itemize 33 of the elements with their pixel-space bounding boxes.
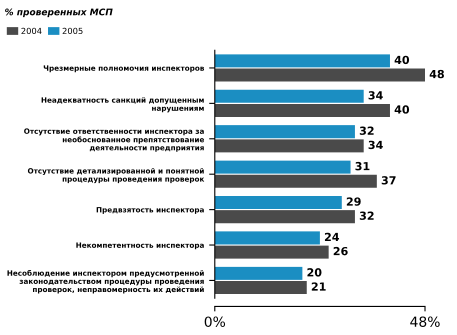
data-label: 40 xyxy=(394,105,410,114)
data-label: 32 xyxy=(360,126,374,135)
bar xyxy=(214,125,355,138)
bar xyxy=(214,54,390,68)
legend-label: 2004 xyxy=(21,28,42,34)
data-label: 37 xyxy=(382,176,396,185)
bar xyxy=(214,231,320,244)
x-tick-label: 0% xyxy=(204,316,226,327)
data-label: 26 xyxy=(334,246,348,256)
data-label: 29 xyxy=(346,197,361,206)
bar xyxy=(214,139,364,152)
x-tick-label: 48% xyxy=(410,316,440,327)
bar xyxy=(214,281,307,294)
bar xyxy=(214,266,302,280)
bar xyxy=(214,68,426,82)
data-label: 48 xyxy=(430,70,444,78)
data-label: 24 xyxy=(324,232,340,242)
text: % проверенных МСП xyxy=(5,8,113,18)
data-label: 21 xyxy=(312,282,326,291)
legend-label: 2005 xyxy=(62,28,83,34)
bar xyxy=(214,174,377,188)
bar xyxy=(214,90,364,103)
data-label: 34 xyxy=(368,91,383,100)
data-label: 20 xyxy=(307,268,322,277)
bar xyxy=(214,196,342,210)
data-label: 34 xyxy=(368,140,383,150)
bar xyxy=(214,104,390,117)
bar xyxy=(214,246,329,259)
bar xyxy=(214,210,355,224)
bar xyxy=(214,160,351,174)
data-label: 40 xyxy=(394,56,410,64)
data-label: 31 xyxy=(355,162,370,170)
data-label: 32 xyxy=(360,212,374,220)
